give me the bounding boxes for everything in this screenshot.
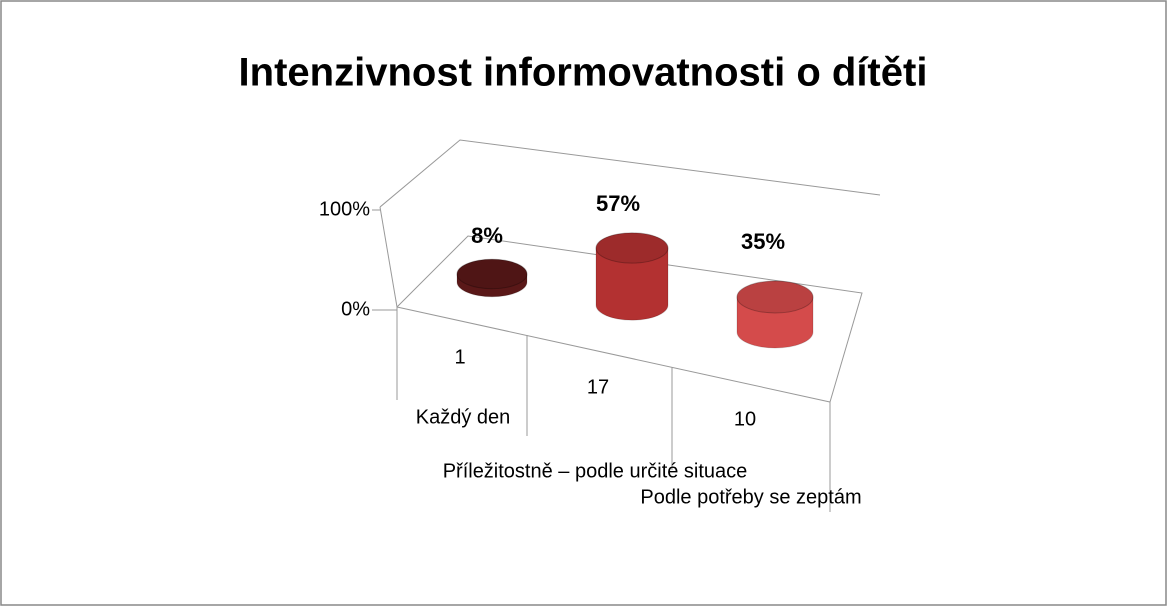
cylinder-top xyxy=(456,258,528,290)
count-label: 17 xyxy=(587,376,609,398)
cylinder-shade xyxy=(596,232,668,264)
cylinder-body xyxy=(595,247,669,321)
count-label: 10 xyxy=(734,408,756,430)
x-tick-label: Každý den xyxy=(416,406,511,428)
x-tick-label: Podle potřeby se zeptám xyxy=(640,486,861,508)
value-label: 57% xyxy=(596,191,640,216)
y-tick-label: 0% xyxy=(341,298,370,320)
y-tick-label: 100% xyxy=(319,198,370,220)
cylinder xyxy=(736,280,814,349)
value-label: 35% xyxy=(741,229,785,254)
cylinder xyxy=(595,232,669,321)
cylinder-top xyxy=(736,280,814,314)
cylinder-shade xyxy=(457,259,527,289)
plot-frame xyxy=(379,139,881,512)
cylinder-shade xyxy=(737,281,813,313)
x-tick-label: Příležitostně – podle určité situace xyxy=(443,460,748,482)
count-label: 1 xyxy=(454,346,465,368)
cylinder xyxy=(456,258,528,298)
value-label: 8% xyxy=(471,223,503,248)
chart-title: Intenzivnost informovatnosti o dítěti xyxy=(239,51,928,95)
cylinder-top xyxy=(595,232,669,264)
